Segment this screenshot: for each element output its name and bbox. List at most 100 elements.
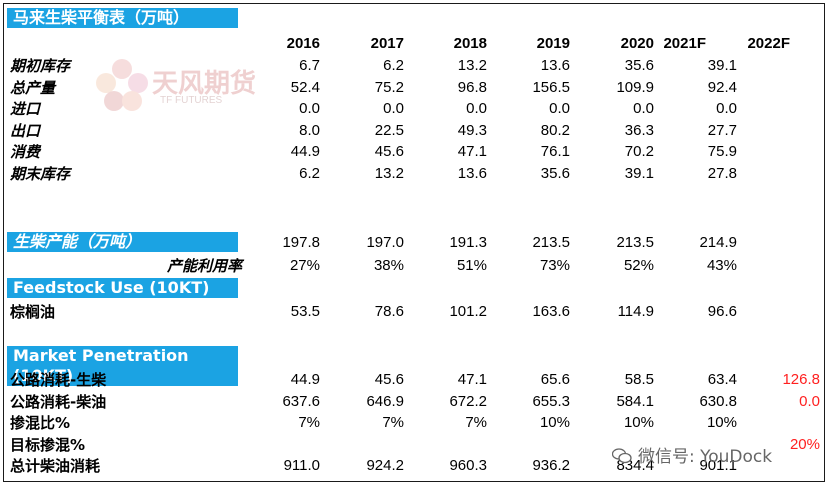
utilization-cell: 73% [539, 257, 570, 274]
market-cell: 10% [706, 414, 737, 431]
market-row-label: 公路消耗-生柴 [10, 371, 107, 389]
market-cell: 63.4 [707, 371, 737, 388]
market-cell: 58.5 [624, 371, 654, 388]
balance-cell: 27.7 [707, 122, 737, 139]
balance-cell: 0.0 [633, 100, 654, 117]
balance-cell: 156.5 [532, 79, 570, 96]
market-cell: 44.9 [290, 371, 320, 388]
market-cell: 7% [465, 414, 487, 431]
capacity-cell: 213.5 [616, 234, 654, 251]
utilization-cell: 51% [456, 257, 487, 274]
market-cell: 936.2 [532, 457, 570, 474]
balance-cell: 0.0 [549, 100, 570, 117]
balance-cell: 76.1 [540, 143, 570, 160]
market-cell: 584.1 [616, 393, 654, 410]
market-row-label: 目标掺混% [10, 436, 86, 454]
balance-cell: 6.7 [299, 57, 320, 74]
balance-cell: 109.9 [616, 79, 654, 96]
balance-cell: 13.2 [374, 165, 404, 182]
utilization-cell: 38% [373, 257, 404, 274]
balance-cell: 45.6 [374, 143, 404, 160]
balance-cell: 75.9 [707, 143, 737, 160]
balance-cell: 80.2 [540, 122, 570, 139]
balance-cell: 49.3 [457, 122, 487, 139]
feedstock-cell: 101.2 [449, 303, 487, 320]
balance-row-label: 出口 [10, 122, 41, 140]
utilization-cell: 43% [706, 257, 737, 274]
market-cell: 47.1 [457, 371, 487, 388]
balance-cell: 44.9 [290, 143, 320, 160]
year-header: 2021F [663, 35, 706, 52]
feedstock-cell: 163.6 [532, 303, 570, 320]
market-cell: 672.2 [449, 393, 487, 410]
balance-cell: 36.3 [624, 122, 654, 139]
market-cell: 960.3 [449, 457, 487, 474]
balance-cell: 27.8 [707, 165, 737, 182]
market-row-label: 公路消耗-柴油 [10, 393, 107, 411]
market-cell: 911.0 [283, 457, 320, 474]
balance-cell: 13.2 [457, 57, 487, 74]
utilization-label: 产能利用率 [166, 257, 242, 275]
balance-row-label: 进口 [10, 100, 41, 118]
table-frame [3, 3, 825, 482]
feedstock-cell: 96.6 [707, 303, 737, 320]
capacity-cell: 191.3 [449, 234, 487, 251]
capacity-cell: 213.5 [532, 234, 570, 251]
feedstock-cell: 114.9 [617, 303, 654, 320]
year-header: 2018 [453, 35, 487, 52]
market-cell: 0.0 [799, 393, 820, 410]
balance-cell: 47.1 [457, 143, 487, 160]
utilization-cell: 27% [289, 257, 320, 274]
capacity-cell: 214.9 [699, 234, 737, 251]
market-cell: 7% [298, 414, 320, 431]
balance-row-label: 期末库存 [10, 165, 71, 183]
balance-cell: 39.1 [624, 165, 654, 182]
balance-cell: 8.0 [299, 122, 320, 139]
balance-cell: 0.0 [716, 100, 737, 117]
wechat-watermark: 微信号: YouDock [612, 442, 772, 467]
wechat-watermark-text: 微信号: YouDock [638, 447, 773, 467]
market-cell: 901.1 [699, 457, 737, 474]
balance-row-label: 总产量 [10, 79, 56, 97]
market-cell: 45.6 [374, 371, 404, 388]
market-cell: 637.6 [282, 393, 320, 410]
market-cell: 924.2 [366, 457, 404, 474]
balance-cell: 0.0 [466, 100, 487, 117]
balance-title-header: 马来生柴平衡表（万吨） [7, 8, 238, 28]
balance-cell: 13.6 [457, 165, 487, 182]
balance-cell: 22.5 [374, 122, 404, 139]
year-header: 2019 [536, 35, 570, 52]
market-cell: 126.8 [782, 371, 820, 388]
flower-logo-icon [96, 59, 148, 111]
market-cell: 630.8 [699, 393, 737, 410]
market-cell: 655.3 [532, 393, 570, 410]
balance-cell: 0.0 [299, 100, 320, 117]
market-cell: 20% [789, 436, 820, 453]
feedstock-label: 棕榈油 [10, 303, 56, 321]
balance-cell: 35.6 [624, 57, 654, 74]
market-cell: 7% [382, 414, 404, 431]
balance-cell: 52.4 [290, 79, 320, 96]
market-cell: 10% [623, 414, 654, 431]
capacity-header: 生柴产能（万吨） [7, 232, 238, 252]
capacity-cell: 197.8 [282, 234, 320, 251]
balance-cell: 39.1 [707, 57, 737, 74]
balance-cell: 75.2 [374, 79, 404, 96]
balance-row-label: 消费 [10, 143, 41, 161]
balance-row-label: 期初库存 [10, 57, 71, 75]
utilization-cell: 52% [623, 257, 654, 274]
balance-cell: 6.2 [383, 57, 404, 74]
capacity-cell: 197.0 [366, 234, 404, 251]
year-header: 2022F [747, 35, 790, 52]
year-header: 2017 [370, 35, 404, 52]
balance-cell: 70.2 [624, 143, 654, 160]
year-header: 2016 [286, 35, 320, 52]
market-cell: 10% [539, 414, 570, 431]
balance-cell: 0.0 [383, 100, 404, 117]
balance-cell: 92.4 [707, 79, 737, 96]
feedstock-cell: 78.6 [374, 303, 404, 320]
balance-cell: 35.6 [540, 165, 570, 182]
market-row-label: 总计柴油消耗 [10, 457, 101, 475]
market-header: Market Penetration (10KT) [7, 346, 238, 386]
balance-cell: 6.2 [299, 165, 320, 182]
